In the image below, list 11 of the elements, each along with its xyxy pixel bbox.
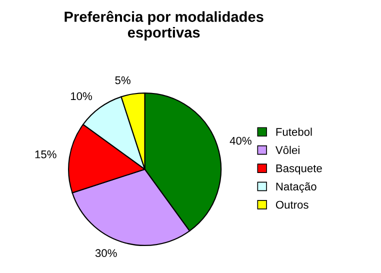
legend-label: Outros (276, 200, 308, 209)
legend-label: Natação (276, 182, 316, 193)
legend-label: Vôlei (275, 146, 300, 154)
data-label: 40% (230, 136, 252, 145)
data-label: 15% (35, 150, 56, 158)
data-label: 5% (115, 76, 130, 84)
legend-label: Basquete (276, 164, 322, 174)
data-label: 10% (70, 92, 92, 100)
data-label: 30% (95, 249, 117, 258)
chart-title: Preferência por modalidades esportivas (64, 10, 264, 41)
legend-label: Futebol (276, 128, 312, 136)
